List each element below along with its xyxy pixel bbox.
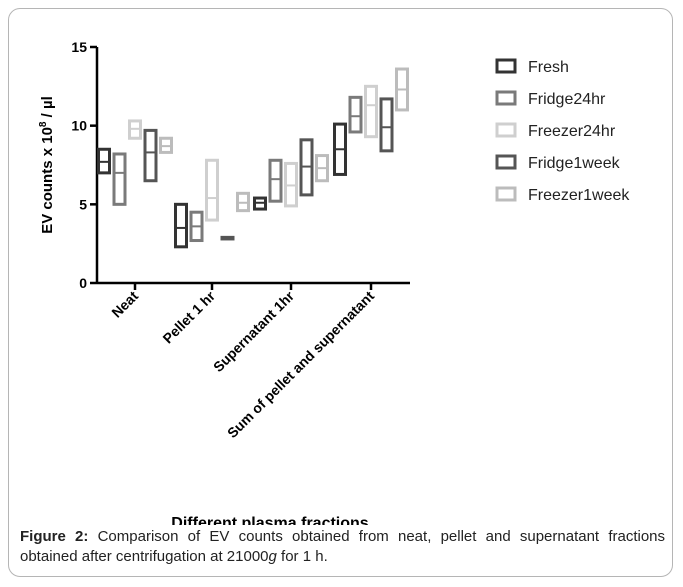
caption: Figure 2: Comparison of EV counts obtain… — [20, 527, 665, 567]
caption-italic: g — [268, 548, 277, 565]
y-axis-title: EV counts x 108 / µl — [38, 96, 56, 234]
y-tick-label: 5 — [79, 196, 87, 212]
legend-label: Freezer24hr — [528, 123, 616, 140]
range-box — [379, 97, 394, 153]
x-axis-title: Different plasma fractions — [171, 515, 368, 525]
y-title-main: EV counts x 10 — [39, 127, 56, 234]
y-tick-label: 0 — [79, 275, 87, 291]
y-title-unit: / µl — [39, 96, 56, 121]
x-tick-label: Supernatant 1hr — [210, 287, 298, 375]
legend-label: Freezer1week — [528, 187, 630, 204]
legend-swatch — [495, 186, 517, 202]
caption-text: Comparison of EV counts obtained from ne… — [20, 528, 666, 565]
x-tick-label: Pellet 1 hr — [159, 287, 218, 346]
range-box — [143, 128, 158, 183]
range-box — [174, 202, 188, 249]
y-tick-label: 15 — [71, 39, 87, 55]
legend-label: Fridge24hr — [528, 91, 606, 108]
caption-label: Figure 2: — [20, 528, 89, 545]
range-box — [205, 158, 219, 222]
legend-swatch — [495, 58, 517, 74]
x-tick-label: Neat — [108, 288, 141, 321]
legend-swatch — [495, 122, 517, 138]
range-box — [364, 84, 378, 139]
legend-label: Fresh — [528, 59, 569, 76]
range-box — [112, 152, 127, 206]
y-tick-label: 10 — [71, 118, 87, 134]
legend-swatch — [495, 90, 517, 106]
range-box — [348, 95, 363, 134]
legend-label: Fridge1week — [528, 155, 621, 172]
chart: EV counts x 108 / µl Different plasma fr… — [38, 39, 630, 525]
caption-end: for 1 h. — [276, 548, 328, 565]
y-title-sup: 8 — [38, 121, 49, 127]
legend-swatch — [495, 154, 517, 170]
range-box — [268, 158, 283, 203]
frame — [8, 8, 673, 577]
x-tick-label: Sum of pellet and supernatant — [224, 288, 377, 441]
